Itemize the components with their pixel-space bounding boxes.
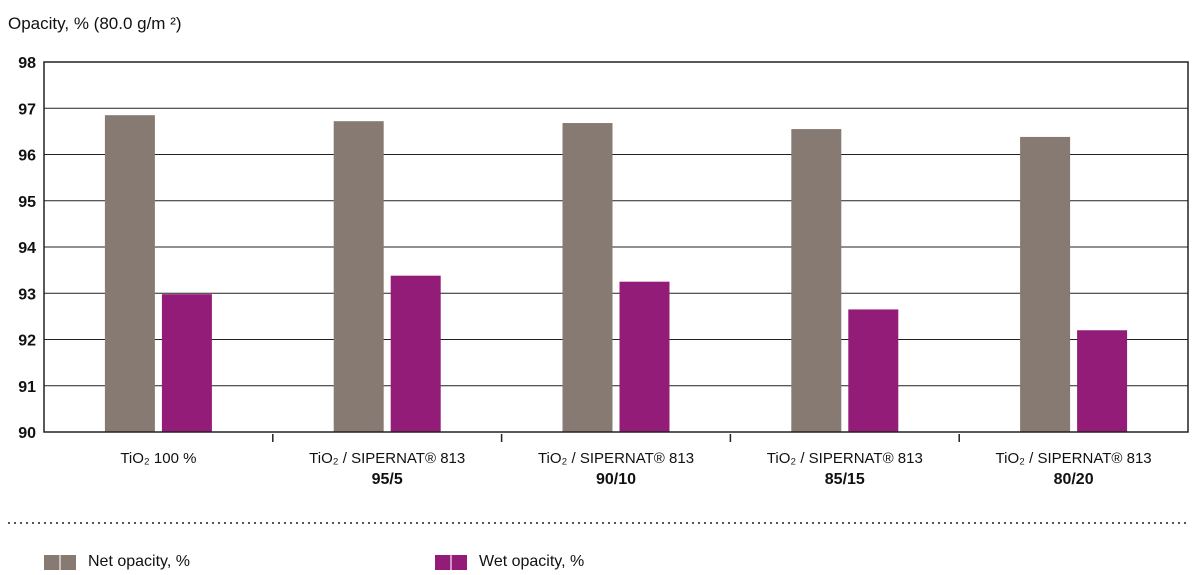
bars [104,115,1128,433]
chart-title: Opacity, % (80.0 g/m ²) [8,14,182,33]
y-tick-label: 96 [18,148,36,165]
x-category-ratio: 80/20 [1054,471,1094,488]
bar-net-opacity [104,115,155,432]
legend-item-wet-opacity: Wet opacity, % [435,553,695,571]
legend-label: Wet opacity, % [479,553,585,570]
bar-wet-opacity [390,275,441,432]
legend-label: Net opacity, % [88,553,190,570]
plot-border [43,61,1189,433]
bar-net-opacity [562,123,613,433]
y-tick-label: 92 [18,333,36,350]
y-tick-labels: 90 91 92 93 94 95 96 97 98 [18,55,36,442]
bar-chart: 90 91 92 93 94 95 96 97 98 TiO₂ 100 % TiO₂ / SIPE… [8,55,1189,524]
bar-net-opacity [333,121,384,432]
plot-frame [43,61,1189,433]
y-tick-label: 94 [18,240,36,257]
legend-swatch [435,554,467,570]
legend: Net opacity, % Wet opacity, % [44,553,695,571]
gridlines [44,107,1188,387]
bar-net-opacity [1020,136,1071,433]
x-category-label: TiO₂ / SIPERNAT® 813 [309,450,465,467]
x-category-labels: TiO₂ 100 % TiO₂ / SIPERNAT® 813 95/5 TiO₂ /… [120,434,1152,488]
x-category-ratio: 90/10 [596,471,636,488]
y-tick-label: 91 [18,379,36,396]
x-category-ratio: 95/5 [372,471,403,488]
legend-swatch [44,554,76,570]
y-tick-label: 98 [18,55,36,72]
bar-wet-opacity [619,281,670,432]
bar-wet-opacity [848,309,899,432]
bar-net-opacity [791,129,842,432]
bar-wet-opacity [161,294,212,432]
x-category-label: TiO₂ 100 % [120,450,196,467]
legend-item-net-opacity: Net opacity, % [44,553,435,571]
bar-wet-opacity [1077,330,1128,432]
y-tick-label: 97 [18,101,36,118]
y-tick-label: 95 [18,194,36,211]
x-category-label: TiO₂ / SIPERNAT® 813 [996,450,1152,467]
x-category-label: TiO₂ / SIPERNAT® 813 [767,450,923,467]
x-category-label: TiO₂ / SIPERNAT® 813 [538,450,694,467]
x-category-ratio: 85/15 [825,471,865,488]
y-tick-label: 90 [18,425,36,442]
y-tick-label: 93 [18,286,36,303]
